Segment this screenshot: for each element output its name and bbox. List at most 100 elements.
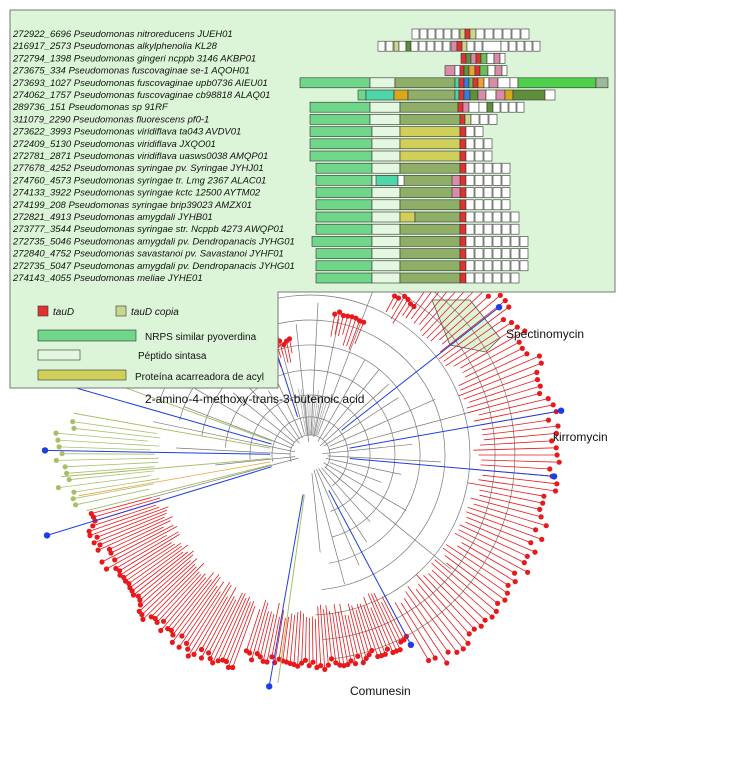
gene-box (426, 40, 435, 52)
tree-branch (349, 458, 555, 477)
tree-branch (342, 316, 353, 346)
tree-branch (73, 412, 271, 449)
gene-box (477, 89, 487, 101)
gene-box (495, 89, 506, 101)
tree-tip (66, 477, 72, 483)
gene-box (474, 138, 484, 150)
gene-box (465, 126, 475, 137)
tree-branch (93, 497, 161, 518)
genome-name: 216917_2573 Pseudomonas alkylphenolia KL… (12, 41, 218, 52)
tree-branch (347, 603, 364, 663)
gene-box (315, 187, 373, 198)
tree-branch (222, 596, 251, 661)
gene-box (465, 53, 472, 64)
gene-box (464, 114, 472, 125)
gene-box (483, 260, 493, 272)
tree-tip (230, 664, 236, 671)
tree-tip (369, 647, 375, 654)
gene-box (483, 199, 493, 211)
tree-tip (103, 566, 110, 572)
tree-branch (337, 611, 349, 665)
tree-branch (140, 560, 191, 606)
tree-branch (259, 611, 272, 657)
gene-box (469, 28, 477, 40)
gene-box (500, 40, 509, 52)
tree-tip (112, 557, 118, 563)
tree-branch (428, 573, 482, 627)
gene-box (510, 236, 520, 247)
tree-branch (172, 574, 220, 636)
tree-branch (310, 302, 319, 434)
genome-name: 272409_5130 Pseudomonas viridiflava JXQO… (12, 139, 216, 150)
genome-name: 272840_4752 Pseudomonas savastanoi pv. S… (12, 249, 284, 260)
gene-box (371, 138, 401, 150)
tree-branch (289, 615, 296, 664)
gene-box (371, 272, 401, 284)
tree-branch (439, 306, 510, 360)
tree-tip (191, 651, 197, 658)
tree-branch (347, 615, 359, 657)
tree-branch (415, 588, 464, 650)
gene-box (492, 162, 502, 174)
tree-tip (165, 626, 171, 632)
tree-branch (139, 558, 198, 612)
tree-tip (426, 657, 432, 664)
tree-branch (324, 466, 451, 570)
tree-tip (545, 417, 552, 423)
gene-box (315, 260, 373, 272)
tree-tip (73, 502, 79, 508)
tree-tip (91, 540, 97, 546)
tree-branch (217, 597, 247, 661)
tree-tip (349, 314, 355, 320)
tree-branch (106, 534, 167, 570)
tree-tip (540, 500, 546, 506)
tree-branch (96, 509, 168, 538)
gene-box (459, 199, 467, 211)
tree-branch (416, 574, 470, 635)
tree-branch (446, 562, 498, 604)
tree-tip (254, 651, 260, 657)
tree-branch (59, 446, 151, 451)
tree-branch (99, 516, 165, 546)
tree-branch (363, 605, 382, 656)
tree-branch (329, 610, 337, 663)
gene-box (459, 260, 467, 272)
tree-tip (137, 602, 143, 608)
tree-branch (101, 525, 174, 563)
tree-branch (160, 577, 207, 631)
tree-tip (547, 466, 553, 472)
tree-branch (467, 506, 536, 531)
tree-branch (183, 406, 292, 449)
tree-tip (179, 633, 185, 639)
tree-branch (454, 532, 528, 573)
gene-box (435, 28, 444, 40)
tree-tip (538, 360, 544, 366)
legend-peptide-swatch (37, 349, 81, 361)
tree-tip (361, 319, 367, 325)
tree-tip (152, 615, 158, 622)
tree-branch (88, 506, 160, 532)
genome-name: 273622_3993 Pseudomonas viridiflava ta04… (12, 127, 241, 138)
tree-tip (348, 658, 354, 664)
tree-branch (463, 372, 537, 400)
tree-tip (505, 582, 511, 588)
tree-branch (330, 314, 336, 337)
label-kirromycin: kirromycin (553, 430, 608, 444)
tree-tip (116, 568, 123, 574)
legend: tauD tauD copia NRPS similar pyoverdina … (37, 305, 264, 383)
tree-tip (485, 293, 491, 299)
tree-branch (458, 362, 542, 397)
gene-box (371, 223, 401, 235)
gene-box (434, 40, 443, 52)
tree-tip (357, 318, 363, 324)
gene-box (492, 187, 502, 198)
gene-box (510, 211, 520, 223)
tree-tip (325, 662, 331, 668)
tree-branch (109, 520, 171, 550)
tree-tip (276, 656, 282, 662)
gene-box (516, 101, 525, 113)
tree-branch (462, 341, 520, 374)
tree-branch (89, 506, 169, 536)
tree-branch (468, 379, 538, 403)
tree-tip (225, 664, 231, 671)
